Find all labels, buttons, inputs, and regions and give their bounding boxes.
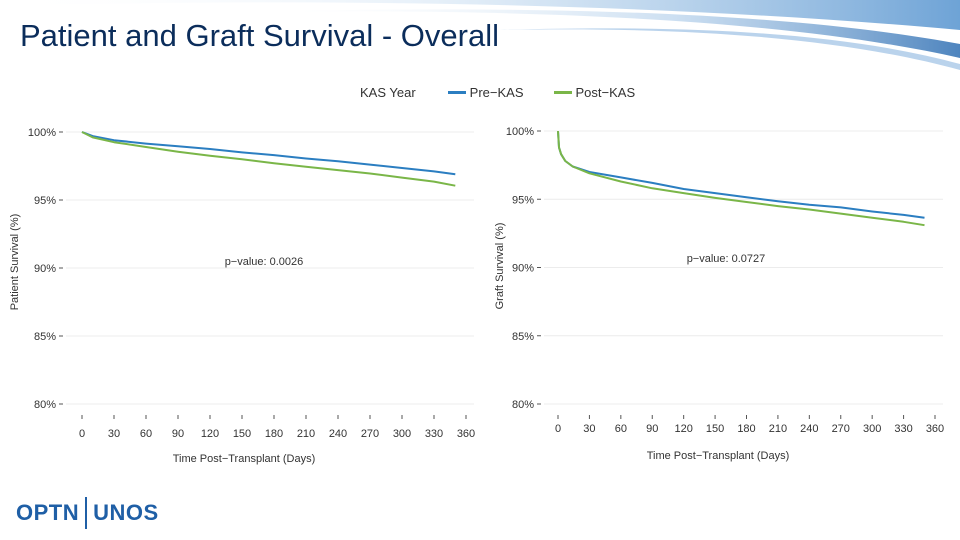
graft-xtick-label: 150 xyxy=(706,423,724,435)
patient-xtick-label: 60 xyxy=(140,428,152,440)
graft-ytick-label: 85% xyxy=(512,331,534,343)
patient-xtick-label: 300 xyxy=(393,428,411,440)
patient-xtick-label: 150 xyxy=(233,428,251,440)
patient-xtick-label: 360 xyxy=(457,428,475,440)
graft-xtick-label: 30 xyxy=(583,423,595,435)
graft-ytick-label: 80% xyxy=(512,399,534,411)
legend-label-pre-kas: Pre−KAS xyxy=(469,84,524,100)
patient-xtick-label: 0 xyxy=(79,428,85,440)
graft-xtick-label: 90 xyxy=(646,423,658,435)
legend-title: KAS Year xyxy=(360,84,416,100)
graft-ytick-label: 100% xyxy=(506,126,534,138)
patient-ytick-label: 90% xyxy=(34,263,56,275)
patient-ytick-label: 100% xyxy=(28,127,56,139)
graft-xtick-label: 180 xyxy=(737,423,755,435)
graft-x-axis-title: Time Post−Transplant (Days) xyxy=(647,450,790,462)
legend-label-post-kas: Post−KAS xyxy=(575,84,636,100)
logo-unos: UNOS xyxy=(93,500,159,525)
graft-xtick-label: 240 xyxy=(800,423,818,435)
patient-x-axis-title: Time Post−Transplant (Days) xyxy=(173,453,316,465)
patient-xtick-label: 120 xyxy=(201,428,219,440)
patient-xtick-label: 180 xyxy=(265,428,283,440)
legend-item-post-kas: Post−KAS xyxy=(553,84,636,100)
patient-xtick-label: 240 xyxy=(329,428,347,440)
patient-xtick-label: 330 xyxy=(425,428,443,440)
graft-xtick-label: 330 xyxy=(894,423,912,435)
logo-divider xyxy=(85,497,88,529)
graft-series-post-kas-line xyxy=(557,130,925,227)
chart-legend: KAS Year Pre−KAS Post−KAS xyxy=(360,84,665,100)
graft-xtick-label: 300 xyxy=(863,423,881,435)
legend-swatch-post-kas xyxy=(553,90,572,94)
graft-xtick-label: 270 xyxy=(832,423,850,435)
graft-xtick-label: 0 xyxy=(555,423,561,435)
graft-pvalue-annotation: p−value: 0.0727 xyxy=(687,253,766,265)
patient-ytick-label: 80% xyxy=(34,399,56,411)
graft-xtick-label: 120 xyxy=(674,423,692,435)
patient-xtick-label: 270 xyxy=(361,428,379,440)
patient-y-axis-title: Patient Survival (%) xyxy=(9,214,21,311)
graft-xtick-label: 210 xyxy=(769,423,787,435)
graft-ytick-label: 95% xyxy=(512,194,534,206)
graft-y-axis-title: Graft Survival (%) xyxy=(494,223,506,310)
graft-series-pre-kas-line xyxy=(557,130,925,219)
patient-series-pre-kas-line xyxy=(81,131,456,176)
patient-xtick-label: 30 xyxy=(108,428,120,440)
slide-title: Patient and Graft Survival - Overall xyxy=(20,18,499,53)
patient-xtick-label: 90 xyxy=(172,428,184,440)
graft-ytick-label: 90% xyxy=(512,263,534,275)
graft-xtick-label: 360 xyxy=(926,423,944,435)
patient-ytick-label: 95% xyxy=(34,195,56,207)
legend-swatch-pre-kas xyxy=(447,90,466,94)
patient-pvalue-annotation: p−value: 0.0026 xyxy=(225,256,304,268)
graft-xtick-label: 60 xyxy=(615,423,627,435)
patient-ytick-label: 85% xyxy=(34,331,56,343)
patient-series-post-kas-line xyxy=(81,131,456,187)
patient-xtick-label: 210 xyxy=(297,428,315,440)
legend-item-pre-kas: Pre−KAS xyxy=(447,84,524,100)
logo-optn: OPTN xyxy=(16,500,80,525)
header-swoosh xyxy=(0,0,960,70)
optn-unos-logo: OPTN UNOS xyxy=(16,495,159,531)
